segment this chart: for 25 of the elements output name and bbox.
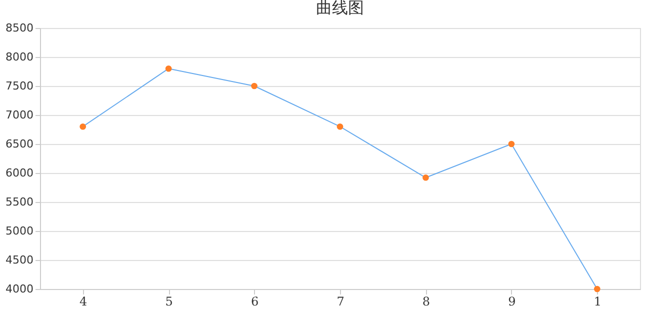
point: [508, 140, 515, 148]
y-tick-label: 5500: [6, 196, 34, 208]
x-tick-label: 8: [422, 294, 430, 308]
y-tick-label: 7500: [6, 80, 34, 92]
chart-title: 曲线图: [316, 0, 364, 17]
point: [251, 82, 258, 90]
y-tick-label: 5000: [6, 224, 34, 238]
point: [422, 174, 429, 181]
y-tick-label: 8000: [6, 50, 34, 64]
x-tick-label: 5: [165, 294, 173, 308]
y-tick-label: 4500: [6, 254, 34, 266]
y-tick-label: 8500: [6, 22, 34, 34]
point: [336, 123, 344, 130]
x-tick-label: 6: [250, 294, 259, 308]
y-tick-label: 6000: [6, 166, 34, 180]
y-tick-label: 6500: [6, 138, 34, 150]
x-tick-label: 7: [336, 294, 344, 308]
x-tick-label: 9: [508, 294, 516, 308]
point: [165, 65, 172, 72]
x-tick-label: 1: [594, 294, 602, 308]
y-tick-label: 7000: [6, 108, 34, 122]
y-tick-label: 4000: [6, 282, 34, 296]
x-tick-label: 4: [80, 294, 88, 308]
point: [594, 286, 600, 292]
point: [80, 123, 86, 130]
